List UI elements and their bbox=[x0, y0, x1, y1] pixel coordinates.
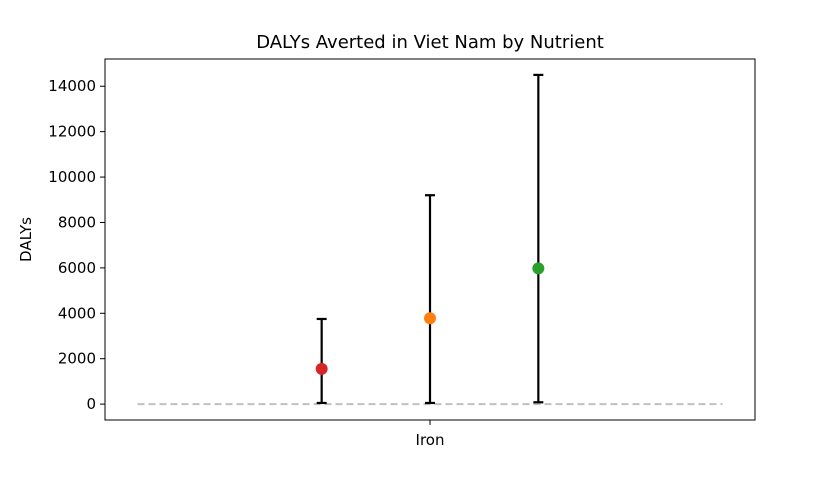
y-tick-label: 8000 bbox=[58, 213, 96, 231]
y-axis: 0 2000 4000 6000 8000 10000 12000 14000 bbox=[48, 77, 105, 413]
x-axis: Iron bbox=[416, 420, 445, 449]
y-tick-label: 14000 bbox=[48, 77, 96, 95]
y-tick-label: 6000 bbox=[58, 259, 96, 277]
data-point-2 bbox=[532, 262, 545, 275]
y-tick-label: 12000 bbox=[48, 123, 96, 141]
x-tick-label: Iron bbox=[416, 431, 445, 449]
data-point-0 bbox=[315, 362, 328, 375]
data-point-1 bbox=[424, 312, 436, 325]
y-tick-label: 2000 bbox=[58, 350, 96, 368]
y-tick-label: 0 bbox=[86, 395, 96, 413]
y-axis-label: DALYs bbox=[17, 217, 35, 262]
y-tick-label: 10000 bbox=[48, 168, 96, 186]
plot-area bbox=[137, 73, 723, 406]
y-tick-label: 4000 bbox=[58, 304, 96, 322]
chart-title: DALYs Averted in Viet Nam by Nutrient bbox=[256, 32, 604, 53]
